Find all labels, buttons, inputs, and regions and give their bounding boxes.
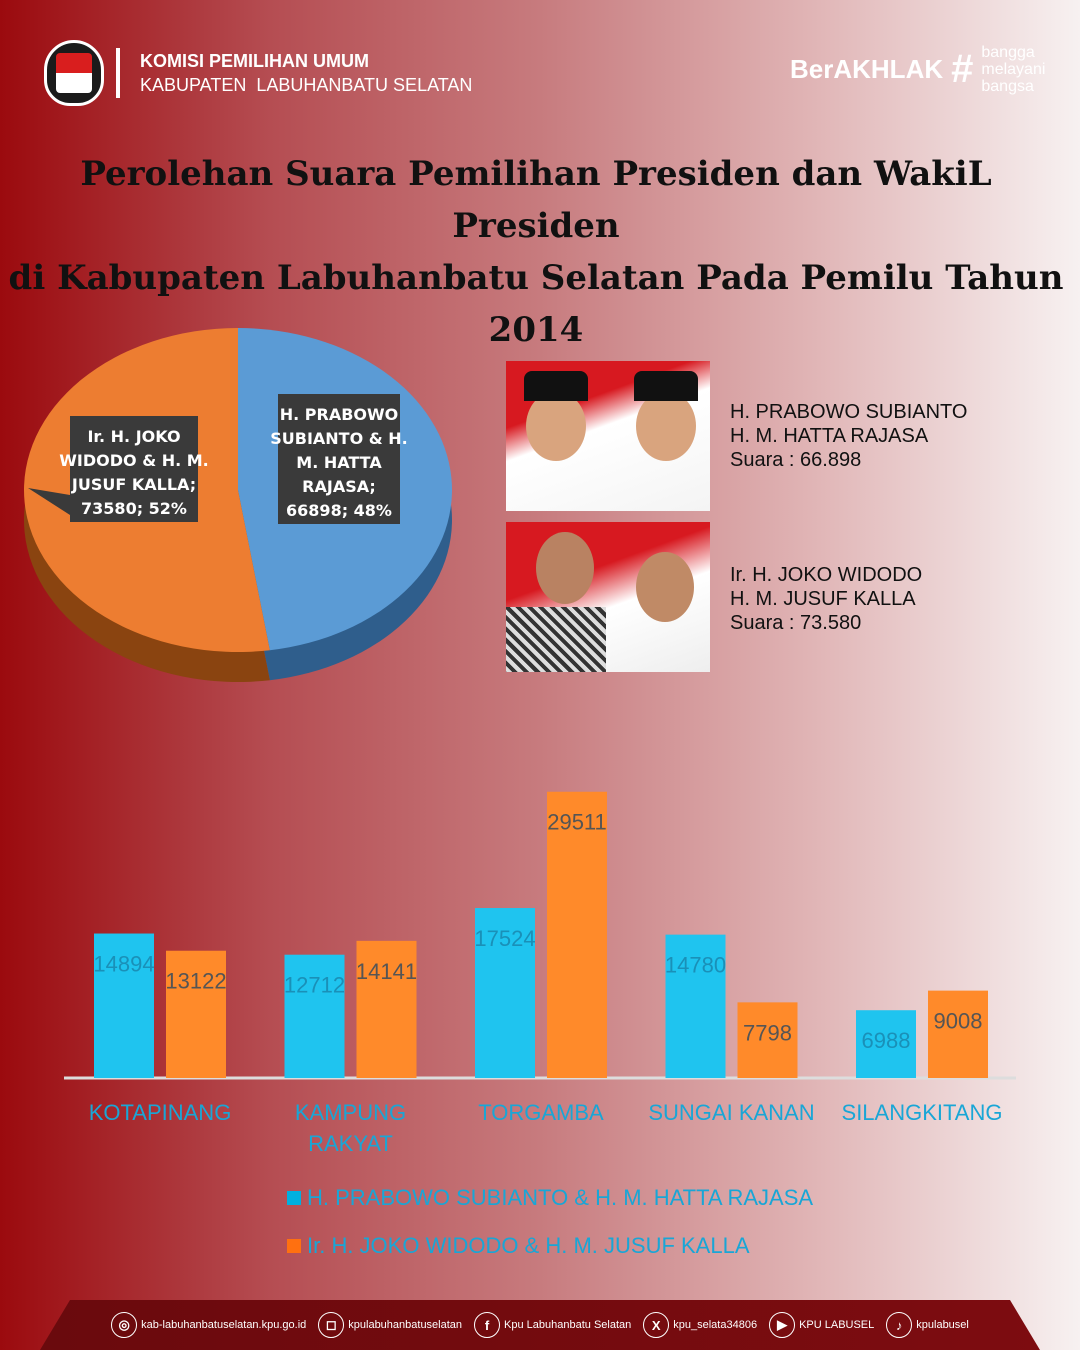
pie-data-label: SUBIANTO & H. <box>270 429 408 448</box>
social-text: kab-labuhanbatuselatan.kpu.go.id <box>141 1319 307 1331</box>
bar <box>547 791 607 1078</box>
candidate-photo-2 <box>506 522 710 672</box>
pie-data-label: 73580; 52% <box>81 499 187 518</box>
footer: ◎ kab-labuhanbatuselatan.kpu.go.id ◻ kpulab… <box>40 1300 1040 1350</box>
pie-data-label: WIDODO & H. M. <box>59 451 209 470</box>
tagline-2: melayani <box>981 61 1046 78</box>
candidate-1-votes: Suara : 66.898 <box>730 449 862 471</box>
hashtag: # <box>951 47 974 91</box>
bar-value-label: 29511 <box>547 810 607 835</box>
candidate-1-vp: H. M. HATTA RAJASA <box>730 425 929 447</box>
instagram-icon: ◻ <box>318 1312 345 1338</box>
facebook-icon: f <box>474 1312 501 1338</box>
bar <box>856 1010 916 1078</box>
bar <box>356 940 417 1078</box>
pie-data-label: 66898; 48% <box>286 501 392 520</box>
social-text: kpu_selata34806 <box>673 1319 758 1331</box>
legend-label: Ir. H. JOKO WIDODO & H. M. JUSUF KALLA <box>307 1233 750 1258</box>
pie-chart: H. PRABOWO SUBIANTO & H. M. HATTA RAJASA; 66… <box>23 328 452 682</box>
social-link[interactable]: f Kpu Labuhanbatu Selatan <box>474 1312 631 1338</box>
bar <box>737 1002 798 1078</box>
org-region: KABUPATEN LABUHANBATU SELATAN <box>140 74 473 95</box>
tiktok-icon: ♪ <box>886 1312 913 1338</box>
legend-label: H. PRABOWO SUBIANTO & H. M. HATTA RAJASA <box>307 1185 814 1210</box>
data-label-box <box>70 416 198 522</box>
divider <box>116 48 120 98</box>
category-label: SILANGKITANG <box>842 1100 1003 1125</box>
pie-data-label: RAJASA; <box>302 477 376 496</box>
berakhlak-logo: BerAKHLAK # bangga melayani bangsa <box>790 44 1045 95</box>
globe-icon: ◎ <box>111 1312 138 1338</box>
bar-value-label: 9008 <box>934 1009 983 1034</box>
page-title: Perolehan Suara Pemilihan Presiden dan W… <box>0 148 1072 356</box>
title-line-1: Perolehan Suara Pemilihan Presiden dan W… <box>80 154 992 246</box>
bar <box>166 950 226 1078</box>
candidate-info-1: H. PRABOWO SUBIANTO H. M. HATTA RAJASA Sua… <box>730 400 967 472</box>
legend-swatch <box>287 1239 301 1253</box>
social-text: KPU LABUSEL <box>799 1319 875 1331</box>
social-link[interactable]: ◻ kpulabuhanbatuselatan <box>318 1312 462 1338</box>
pie-data-label: M. HATTA <box>296 453 382 472</box>
bar-value-label: 13122 <box>165 969 226 994</box>
bar <box>475 908 535 1078</box>
social-text: kpulabusel <box>916 1319 969 1331</box>
candidate-2-name: Ir. H. JOKO WIDODO <box>730 564 923 586</box>
tagline-1: bangga <box>981 44 1035 61</box>
social-link[interactable]: ♪ kpulabusel <box>886 1312 969 1338</box>
pie-data-label: H. PRABOWO <box>280 405 399 424</box>
category-label: TORGAMBA <box>478 1100 604 1125</box>
title-line-2: di Kabupaten Labuhanbatu Selatan Pada Pe… <box>8 258 1064 350</box>
candidate-2-vp: H. M. JUSUF KALLA <box>730 588 916 610</box>
youtube-icon: ▶ <box>769 1312 796 1338</box>
x-icon: X <box>643 1312 670 1338</box>
candidate-photo-1 <box>506 361 710 511</box>
category-label: RAKYAT <box>308 1131 393 1156</box>
org-name: KOMISI PEMILIHAN UMUM <box>140 50 369 71</box>
category-label: SUNGAI KANAN <box>648 1100 814 1125</box>
bar-value-label: 6988 <box>862 1028 911 1053</box>
social-text: kpulabuhanbatuselatan <box>348 1319 463 1331</box>
bar-value-label: 7798 <box>743 1020 792 1045</box>
bar <box>665 934 726 1078</box>
legend-item-2: Ir. H. JOKO WIDODO & H. M. JUSUF KALLA <box>287 1233 750 1259</box>
candidate-2-votes: Suara : 73.580 <box>730 612 862 634</box>
candidate-info-2: Ir. H. JOKO WIDODO H. M. JUSUF KALLA Suara… <box>730 563 922 635</box>
bar-chart: 14894 13122 KOTAPINANG 12712 14141 KAMPUNG RAK… <box>64 791 1016 1156</box>
bar <box>928 990 988 1078</box>
tagline-3: bangsa <box>981 78 1034 95</box>
header: KOMISI PEMILIHAN UMUM KABUPATEN LABUHANB… <box>44 40 472 106</box>
social-text: Kpu Labuhanbatu Selatan <box>504 1319 632 1331</box>
pie-data-label: JUSUF KALLA; <box>71 475 196 494</box>
category-label: KOTAPINANG <box>89 1100 232 1125</box>
brand-text: BerAKHLAK <box>790 54 944 84</box>
bar-value-label: 17524 <box>474 926 535 951</box>
callout-pointer <box>28 488 70 515</box>
legend-item-1: H. PRABOWO SUBIANTO & H. M. HATTA RAJASA <box>287 1185 813 1211</box>
bar <box>284 954 345 1078</box>
bar <box>94 933 154 1078</box>
bar-value-label: 14894 <box>93 952 154 977</box>
pie-data-label: Ir. H. JOKO <box>87 427 180 446</box>
social-link[interactable]: ▶ KPU LABUSEL <box>769 1312 874 1338</box>
candidate-1-name: H. PRABOWO SUBIANTO <box>730 401 968 423</box>
social-link[interactable]: ◎ kab-labuhanbatuselatan.kpu.go.id <box>111 1312 306 1338</box>
data-label-box <box>278 394 400 524</box>
kpu-logo <box>44 40 104 106</box>
category-label: KAMPUNG <box>295 1100 406 1125</box>
bar-value-label: 14780 <box>665 953 726 978</box>
bar-value-label: 12712 <box>284 973 345 998</box>
legend-swatch <box>287 1191 301 1205</box>
bar-value-label: 14141 <box>356 959 417 984</box>
